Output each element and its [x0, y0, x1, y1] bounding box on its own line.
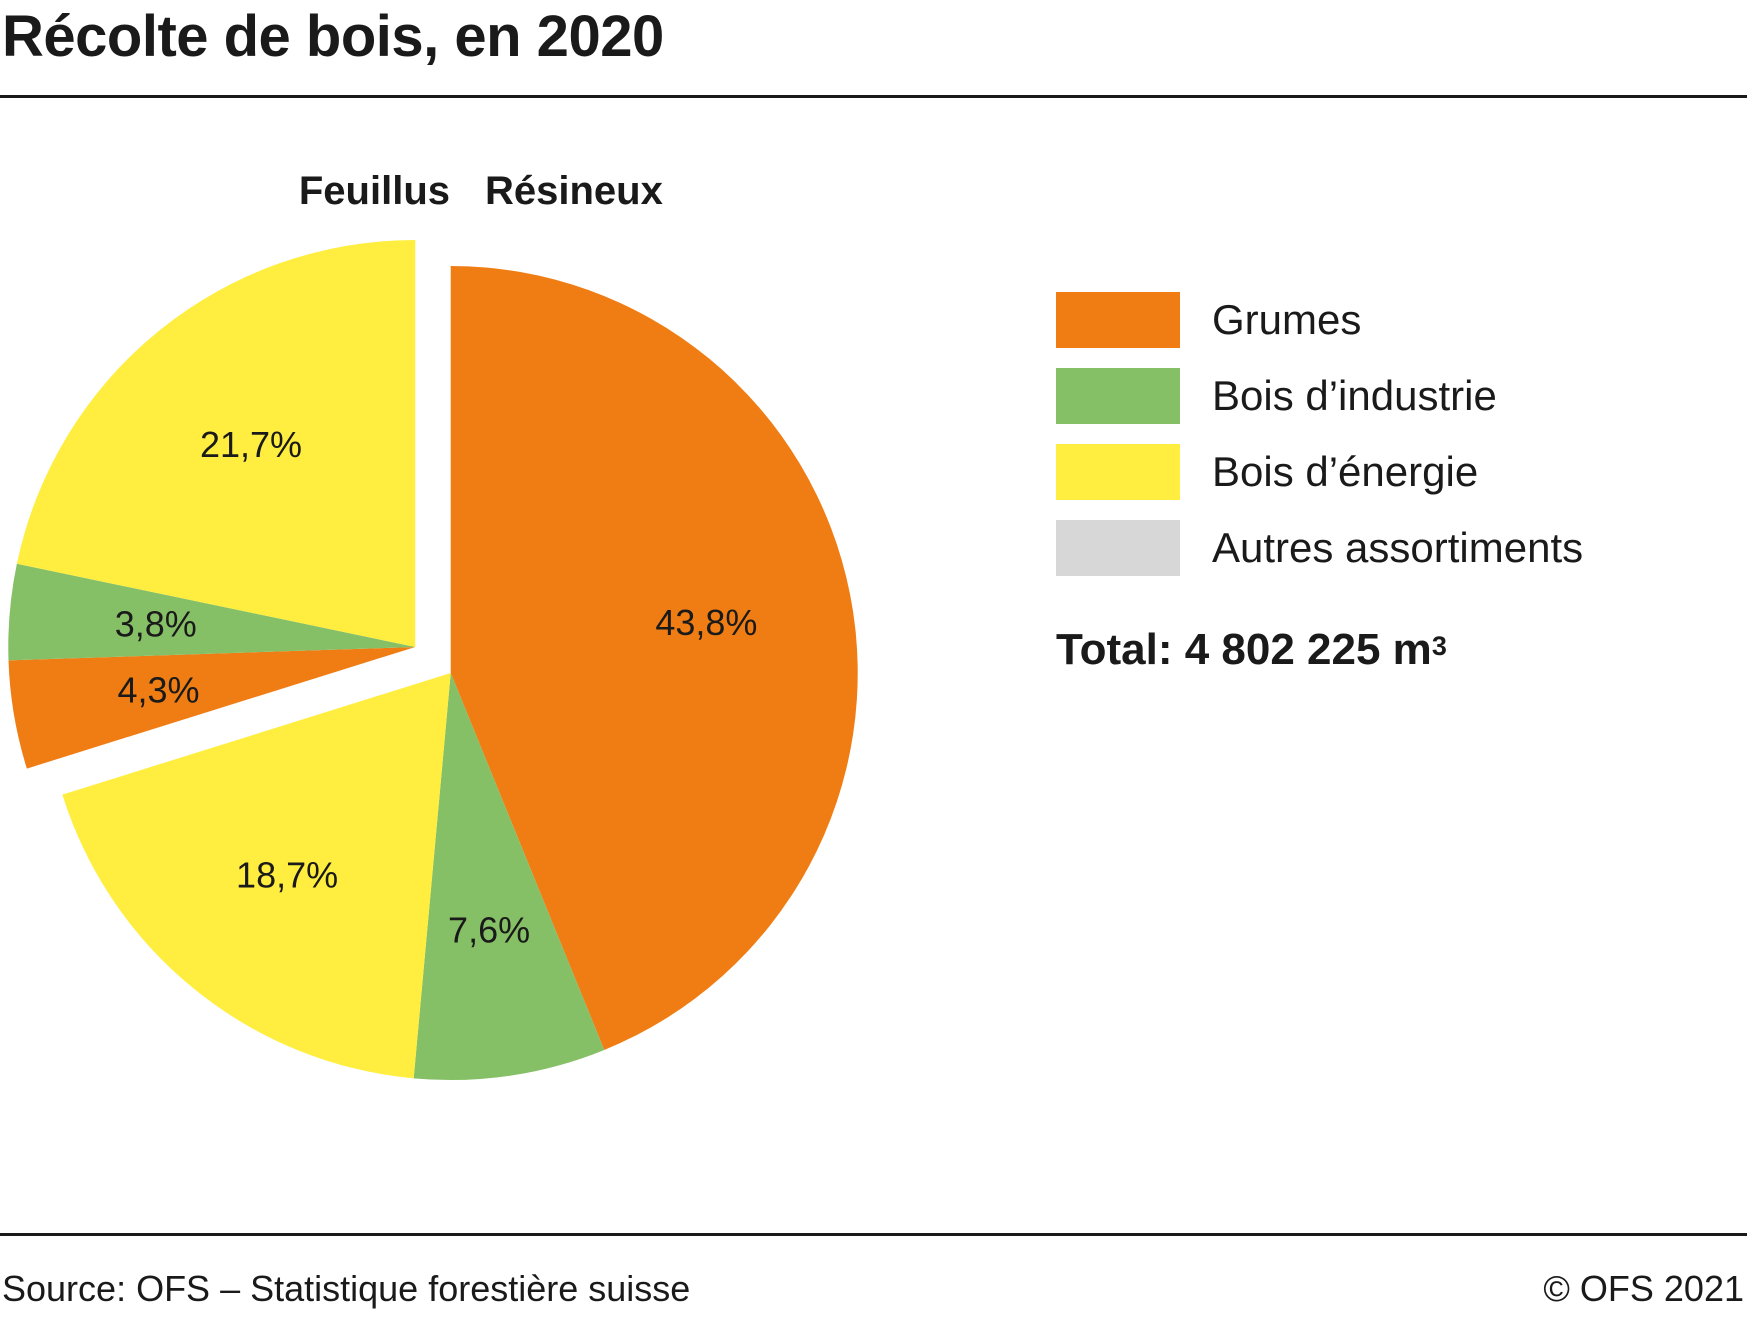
legend-label-autres: Autres assortiments — [1212, 524, 1584, 571]
legend-swatch-grumes — [1056, 292, 1180, 348]
legend-item-bois-industrie: Bois d’industrie — [1056, 368, 1696, 424]
pie-slice-feuillus-2 — [16, 239, 416, 647]
legend-swatch-bois-industrie — [1056, 368, 1180, 424]
pie-slice-labels: 43,8% 7,6% 18,7% 4,3% 3,8% 21,7% — [115, 424, 758, 951]
pie-slice-feuillus-1 — [8, 563, 416, 661]
pie-slice-label-resineux-1: 7,6% — [448, 910, 530, 951]
pie-slice-label-feuillus-1: 3,8% — [115, 603, 197, 644]
pie-chart: 43,8% 7,6% 18,7% 4,3% 3,8% 21,7% Feuillus Rés… — [8, 169, 858, 1081]
total-unit-superscript: 3 — [1431, 631, 1447, 661]
legend-item-grumes: Grumes — [1056, 292, 1696, 348]
pie-slice-resineux-0 — [450, 266, 858, 1050]
pie-slice-label-resineux-0: 43,8% — [655, 602, 757, 643]
footer-source: Source: OFS – Statistique forestière sui… — [2, 1268, 691, 1309]
legend-label-grumes: Grumes — [1212, 296, 1362, 343]
pie-slice-label-resineux-2: 18,7% — [236, 855, 338, 896]
top-rule — [0, 95, 1747, 98]
group-label-resineux: Résineux — [485, 169, 663, 213]
total-volume: Total: 4 802 225 m3 — [1056, 624, 1447, 676]
legend-label-bois-energie: Bois d’énergie — [1212, 448, 1479, 495]
chart-title: Récolte de bois, en 2020 — [2, 4, 664, 69]
legend-label-bois-industrie: Bois d’industrie — [1212, 372, 1497, 419]
bottom-rule — [0, 1233, 1747, 1236]
pie-slice-label-feuillus-0: 4,3% — [117, 670, 199, 711]
pie-slice-resineux-2 — [62, 673, 451, 1079]
pie-slice-label-feuillus-2: 21,7% — [200, 424, 302, 465]
footer-copyright: © OFS 2021 — [1543, 1268, 1744, 1309]
pie-slices — [8, 239, 858, 1081]
pie-slice-resineux-1 — [413, 673, 605, 1081]
group-label-feuillus: Feuillus — [299, 169, 450, 213]
pie-slice-feuillus-0 — [8, 646, 416, 769]
legend-item-bois-energie: Bois d’énergie — [1056, 444, 1696, 500]
legend-swatch-bois-energie — [1056, 444, 1180, 500]
legend-swatch-autres — [1056, 520, 1180, 576]
legend-item-autres: Autres assortiments — [1056, 520, 1696, 576]
total-label: Total: 4 802 225 m — [1056, 625, 1432, 674]
